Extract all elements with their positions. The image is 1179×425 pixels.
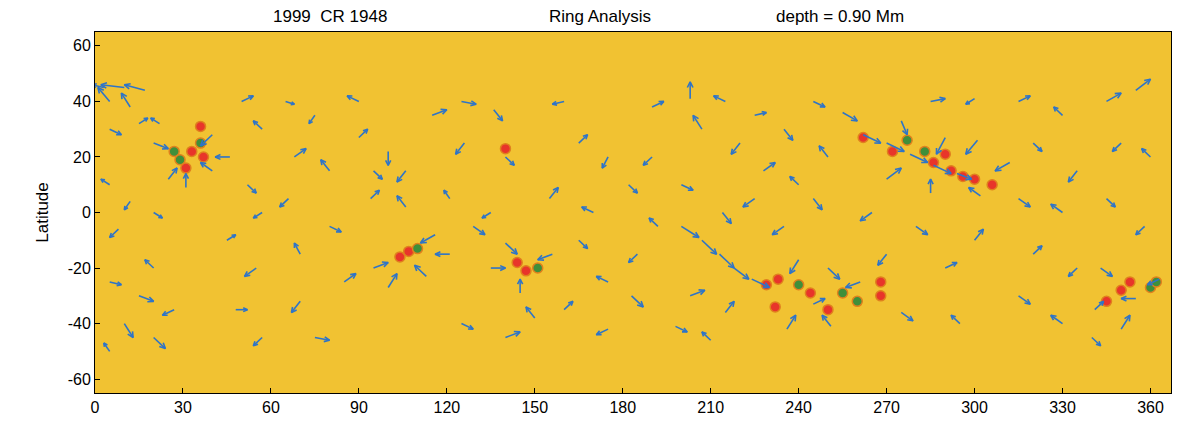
svg-text:330: 330 [1049,399,1076,416]
svg-text:Ring Analysis: Ring Analysis [549,7,651,26]
svg-text:30: 30 [174,399,192,416]
svg-text:Latitude: Latitude [33,182,52,243]
svg-text:360: 360 [1137,399,1164,416]
svg-text:270: 270 [873,399,900,416]
svg-text:150: 150 [521,399,548,416]
svg-text:40: 40 [73,93,91,110]
svg-text:-40: -40 [68,315,91,332]
svg-text:0: 0 [91,399,100,416]
svg-text:0: 0 [82,204,91,221]
svg-text:300: 300 [961,399,988,416]
svg-text:-60: -60 [68,371,91,388]
svg-text:60: 60 [73,37,91,54]
svg-text:20: 20 [73,149,91,166]
svg-text:-20: -20 [68,260,91,277]
svg-text:240: 240 [785,399,812,416]
svg-text:90: 90 [350,399,368,416]
svg-text:210: 210 [697,399,724,416]
svg-text:depth = 0.90 Mm: depth = 0.90 Mm [776,7,904,26]
svg-text:60: 60 [262,399,280,416]
svg-text:1999 CR 1948: 1999 CR 1948 [273,7,387,26]
svg-text:120: 120 [433,399,460,416]
svg-text:180: 180 [609,399,636,416]
